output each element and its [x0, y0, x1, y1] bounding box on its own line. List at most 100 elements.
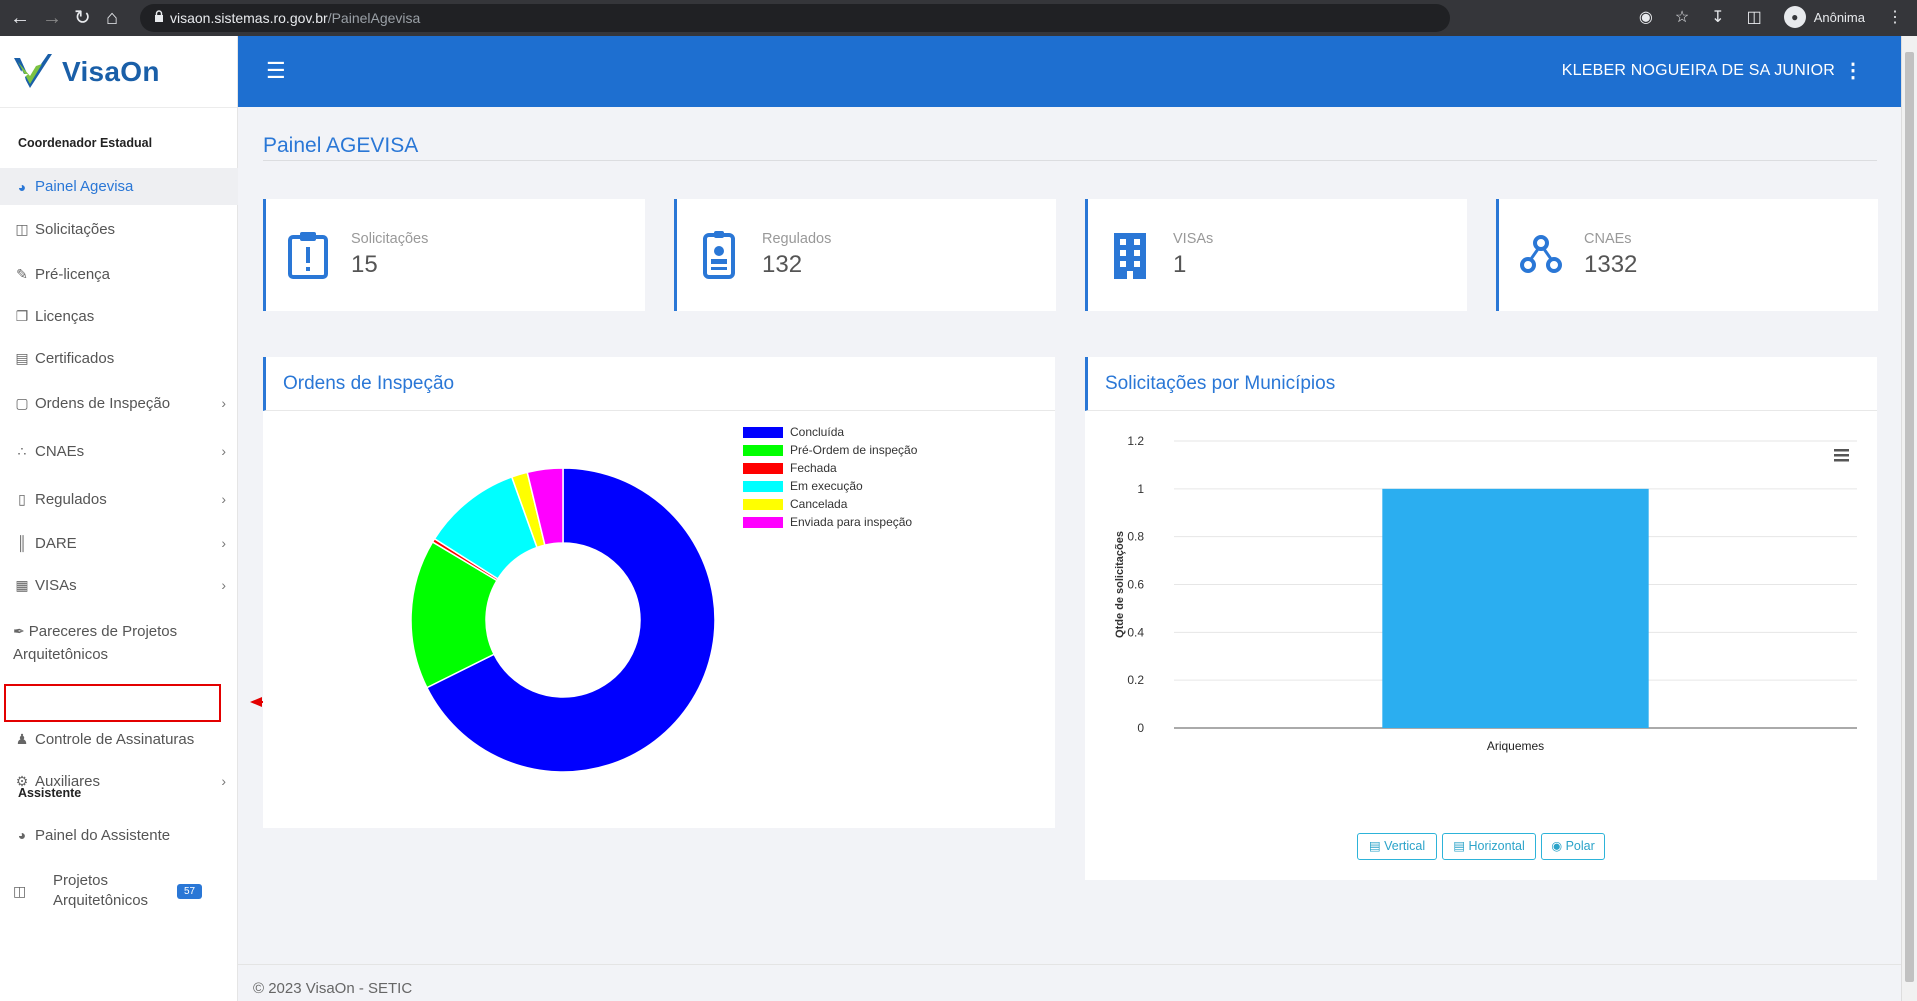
panel-solicitacoes-municipios: Solicitações por Municípios 0 0.2 0.4 0.6 0.… — [1085, 357, 1877, 880]
legend-item[interactable]: Enviada para inspeção — [743, 515, 912, 529]
highlight-box — [4, 684, 221, 722]
panel-ordens-inspecao: Ordens de Inspeção Concluída Pré-Ordem de… — [263, 357, 1055, 828]
legend-swatch — [743, 516, 783, 528]
sidebar-item-dare[interactable]: ║ DARE › — [0, 526, 238, 560]
stat-label: Regulados — [762, 231, 832, 247]
stat-card-solicitacoes: Solicitações 15 — [263, 199, 645, 311]
download-icon[interactable]: ↧ — [1711, 9, 1725, 26]
legend-swatch — [743, 480, 783, 492]
visaon-logo-icon — [14, 53, 52, 88]
profile-button[interactable]: ● Anônima — [1783, 6, 1865, 28]
sidebar-item-ordens-inspecao[interactable]: ▢ Ordens de Inspeção › — [0, 386, 238, 420]
nodes-icon: ∴ — [17, 442, 27, 459]
scrollbar[interactable] — [1901, 36, 1917, 1001]
y-tick-label: 0.6 — [1127, 578, 1144, 592]
chevron-right-icon: › — [221, 773, 226, 789]
sidebar-item-cnaes[interactable]: ∴ CNAEs › — [0, 434, 238, 468]
reload-icon[interactable]: ↻ — [74, 7, 91, 29]
sidebar-item-projetos[interactable]: ◫ Projetos Arquitetônicos 57 — [0, 868, 238, 914]
bar[interactable] — [1382, 488, 1649, 728]
y-tick-label: 1 — [1137, 482, 1144, 496]
donut-slice-5[interactable] — [526, 467, 564, 547]
legend-item[interactable]: Pré-Ordem de inspeção — [743, 443, 917, 457]
dashboard-icon: ◕ — [17, 827, 27, 843]
sidebar-item-licencas[interactable]: ❐ Licenças — [0, 299, 238, 333]
sidebar-item-pre-licenca[interactable]: ✎ Pré-licença — [0, 257, 238, 291]
legend-item[interactable]: Em execução — [743, 479, 863, 493]
stat-card-visas: VISAs 1 — [1085, 199, 1467, 311]
sidebar-item-controle-assinaturas[interactable]: ♟ Controle de Assinaturas — [0, 722, 238, 756]
id-badge-icon: ▯ — [18, 490, 26, 507]
legend-label: Concluída — [790, 425, 845, 439]
section-coordenador: Coordenador Estadual — [18, 136, 153, 150]
sidebar-item-painel-agevisa[interactable]: ◕ Painel Agevisa — [0, 168, 238, 205]
y-tick-label: 0.4 — [1127, 625, 1144, 639]
forward-icon[interactable]: → — [42, 7, 62, 29]
edit-doc-icon: ✎ — [16, 265, 28, 282]
users-icon: ♟ — [15, 730, 29, 747]
legend-label: Cancelada — [790, 497, 848, 511]
sidebar-item-solicitacoes[interactable]: ◫ Solicitações — [0, 212, 238, 246]
divider — [263, 160, 1877, 161]
stat-label: Solicitações — [351, 231, 429, 247]
logo[interactable]: VisaOn — [0, 36, 237, 108]
building-icon: ▦ — [15, 576, 29, 593]
back-icon[interactable]: ← — [10, 7, 30, 29]
copy-icon: ❐ — [15, 307, 29, 324]
donut-slice-0[interactable] — [425, 467, 716, 773]
stat-card-regulados: Regulados 132 — [674, 199, 1056, 311]
stat-value: 132 — [762, 251, 803, 278]
sidepanel-icon[interactable]: ◫ — [1746, 9, 1762, 26]
chart-menu-icon[interactable] — [1834, 449, 1849, 462]
menu-icon[interactable]: ☰ — [266, 58, 286, 83]
building-icon — [1114, 233, 1146, 279]
legend-item[interactable]: Cancelada — [743, 497, 847, 511]
chart-horizontal-button[interactable]: ▤ Horizontal — [1442, 833, 1536, 860]
sidebar-item-pareceres[interactable]: ✒ Pareceres de Projetos Arquitetônicos — [13, 623, 178, 663]
legend-item[interactable]: Concluída — [743, 425, 844, 439]
star-icon[interactable]: ☆ — [1674, 9, 1690, 26]
app-header: ☰ KLEBER NOGUEIRA DE SA JUNIOR ⋮ — [238, 36, 1901, 107]
profile-label: Anônima — [1813, 9, 1865, 25]
legend-swatch — [743, 426, 783, 438]
layout-icon: ◫ — [13, 882, 27, 899]
user-name[interactable]: KLEBER NOGUEIRA DE SA JUNIOR — [1561, 62, 1835, 79]
chevron-right-icon: › — [221, 491, 226, 507]
chart-vertical-button[interactable]: ▤ Vertical — [1357, 833, 1437, 860]
y-tick-label: 0 — [1137, 721, 1144, 735]
more-vertical-icon[interactable]: ⋮ — [1843, 60, 1863, 82]
stat-value: 15 — [351, 251, 378, 278]
browser-toolbar: ← → ↻ ⌂ visaon.sistemas.ro.gov.br/Painel… — [0, 0, 1917, 36]
sidebar-item-certificados[interactable]: ▤ Certificados — [0, 341, 238, 375]
stat-label: VISAs — [1173, 231, 1214, 247]
stat-card-cnaes: CNAEs 1332 — [1496, 199, 1878, 311]
eye-off-icon[interactable]: ◉ — [1638, 9, 1653, 26]
legend-label: Pré-Ordem de inspeção — [790, 443, 918, 457]
lock-icon — [155, 10, 163, 22]
footer — [238, 964, 1901, 1001]
y-axis-label: Qtde de solicitações — [1114, 531, 1126, 638]
sidebar-item-visas[interactable]: ▦ VISAs › — [0, 568, 238, 602]
stat-label: CNAEs — [1584, 231, 1632, 247]
id-badge-icon — [703, 231, 735, 279]
y-tick-label: 1.2 — [1127, 434, 1144, 448]
y-tick-label: 0.8 — [1127, 530, 1144, 544]
legend-item[interactable]: Fechada — [743, 461, 837, 475]
cogs-icon: ⚙ — [15, 772, 29, 789]
legend-label: Fechada — [790, 461, 837, 475]
legend-swatch — [743, 444, 783, 456]
sidebar-item-auxiliares[interactable]: ⚙ Auxiliares › — [0, 764, 238, 798]
stat-value: 1 — [1173, 251, 1187, 278]
chart-polar-button[interactable]: ◉ Polar — [1541, 833, 1605, 860]
browser-menu-icon[interactable]: ⋮ — [1887, 9, 1903, 26]
legend-swatch — [743, 462, 783, 474]
sidebar-item-regulados[interactable]: ▯ Regulados › — [0, 482, 238, 516]
home-icon[interactable]: ⌂ — [106, 7, 119, 29]
chevron-right-icon: › — [221, 577, 226, 593]
scrollbar-thumb[interactable] — [1905, 52, 1914, 982]
clipboard-alert-icon — [288, 232, 328, 279]
sidebar-item-painel-assistente[interactable]: ◕ Painel do Assistente — [0, 818, 238, 852]
y-tick-label: 0.2 — [1127, 673, 1144, 687]
legend-label: Enviada para inspeção — [790, 515, 913, 529]
address-bar[interactable]: visaon.sistemas.ro.gov.br/PainelAgevisa — [140, 4, 1450, 32]
